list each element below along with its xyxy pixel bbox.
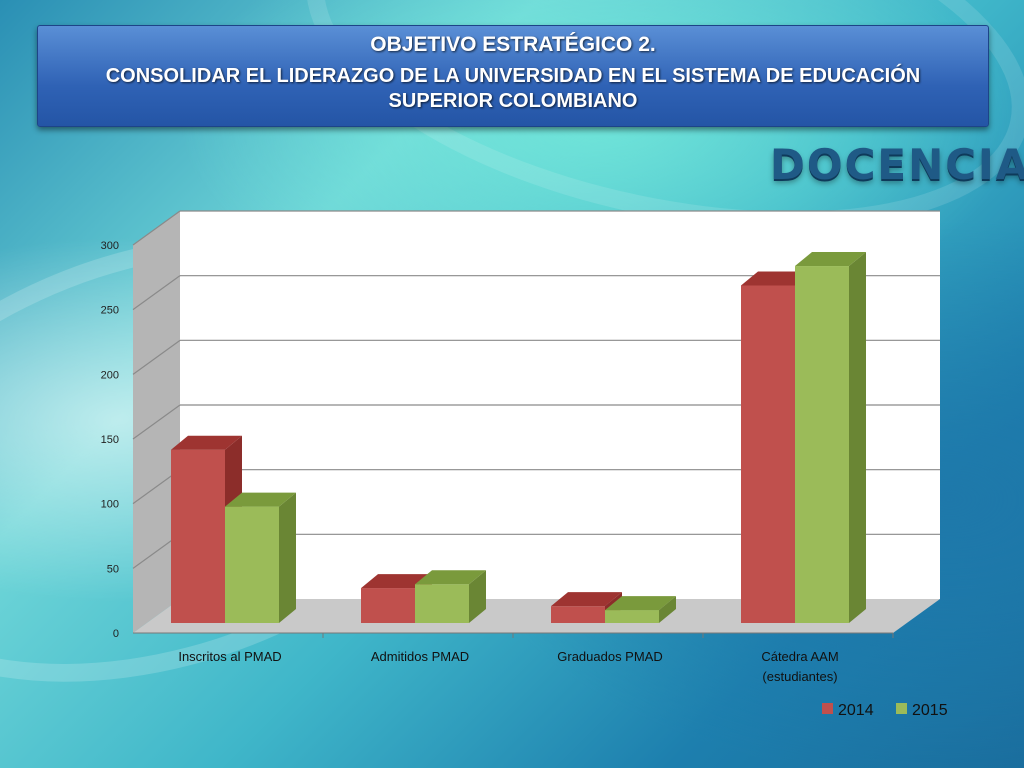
legend-label-2015: 2015 [912,702,948,719]
plot-floor [133,599,940,633]
category-label: Cátedra AAM [761,649,838,664]
section-title: DOCENCIA [770,140,1024,189]
bar-top-2015-2 [605,596,676,611]
y-tick-label: 150 [101,434,119,446]
bar-top-2014-0 [171,435,242,450]
bar-top-2014-2 [551,592,622,607]
gridline-side [132,210,181,246]
y-tick-label: 300 [101,240,119,252]
bar-2014-3 [741,285,795,623]
y-tick-label: 50 [107,563,119,575]
category-label: Graduados PMAD [557,649,663,664]
bar-2015-3 [795,266,849,623]
bar-side-2015-1 [469,570,486,623]
bar-top-2014-1 [361,574,432,589]
y-tick-label: 200 [101,369,119,381]
header-subtitle: CONSOLIDAR EL LIDERAZGO DE LA UNIVERSIDA… [105,65,921,112]
header-title: OBJETIVO ESTRATÉGICO 2. [370,33,656,56]
legend-swatch-2015 [896,703,907,714]
bar-2015-0 [225,506,279,623]
category-label: (estudiantes) [762,669,837,684]
legend-label-2014: 2014 [838,702,874,719]
bar-2015-1 [415,584,469,623]
gridline-side [132,275,181,311]
category-label: Admitidos PMAD [371,649,469,664]
bar-side-2015-2 [659,596,676,623]
legend-swatch-2014 [822,703,833,714]
bar-top-2015-3 [795,252,866,267]
bar-2014-1 [361,588,415,623]
bar-top-2015-0 [225,492,296,507]
bar-2014-2 [551,606,605,623]
bar-top-2015-1 [415,570,486,585]
bar-top-2014-3 [741,271,812,286]
y-tick-label: 100 [101,499,119,511]
gridline-side [132,339,181,375]
bar-2014-0 [171,449,225,623]
bar-side-2015-0 [279,492,296,623]
gridline-side [132,404,181,440]
header-banner: OBJETIVO ESTRATÉGICO 2. CONSOLIDAR EL LI… [37,25,989,127]
y-tick-label: 0 [113,628,119,640]
bar-side-2015-3 [849,252,866,624]
bar-2015-2 [605,610,659,623]
category-label: Inscritos al PMAD [178,649,281,664]
y-tick-label: 250 [101,305,119,317]
